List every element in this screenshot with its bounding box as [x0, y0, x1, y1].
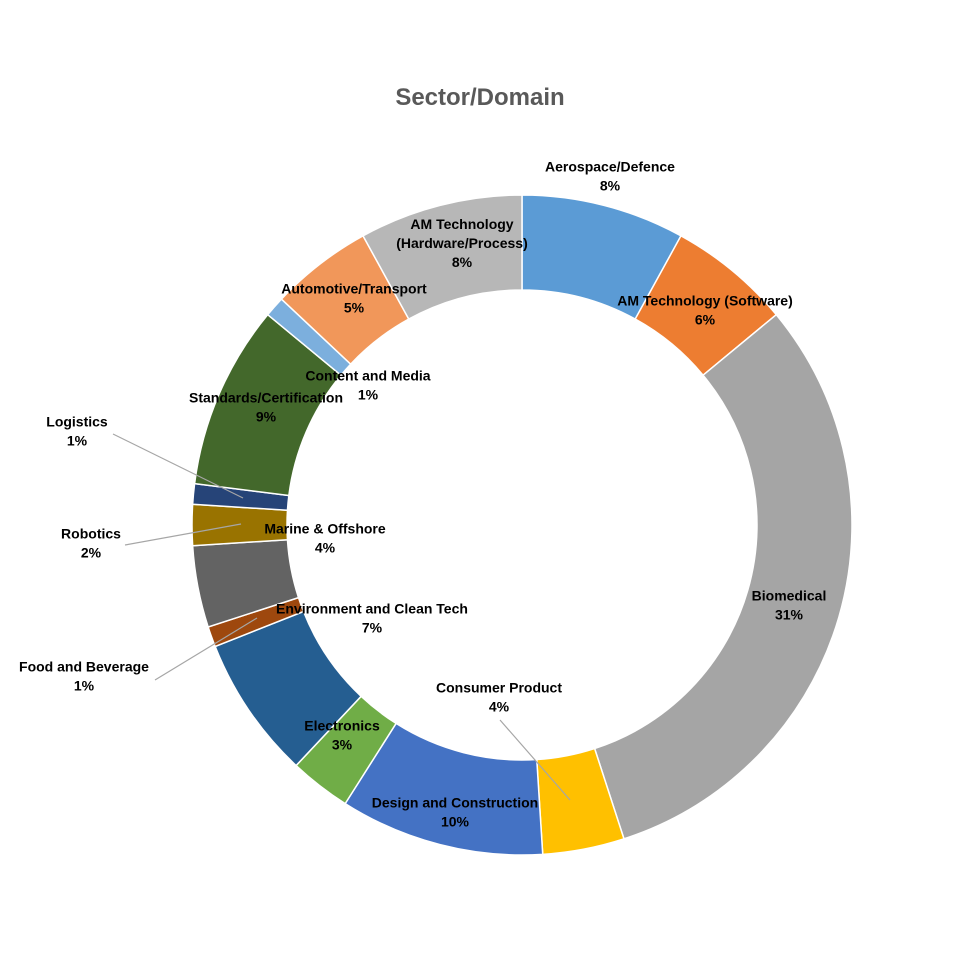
- chart-title: Sector/Domain: [395, 84, 565, 111]
- slice-am-technology-hardware-process: [362, 194, 523, 321]
- data-label: Automotive/Transport 5%: [281, 281, 427, 316]
- slice-biomedical: [593, 313, 853, 840]
- leader-line: [124, 523, 242, 546]
- leader-line: [154, 617, 258, 681]
- data-label: Biomedical 31%: [752, 588, 827, 623]
- data-label: AM Technology (Hardware/Process) 8%: [396, 216, 528, 270]
- data-label: AM Technology (Software) 6%: [617, 293, 793, 328]
- data-label: Environment and Clean Tech 7%: [276, 601, 468, 636]
- data-label: Consumer Product 4%: [436, 680, 562, 715]
- data-label: Electronics 3%: [304, 718, 380, 753]
- data-label: Design and Construction 10%: [372, 795, 538, 830]
- data-label: Robotics 2%: [61, 526, 121, 561]
- data-label: Standards/Certification 9%: [189, 390, 343, 425]
- data-label: Logistics 1%: [46, 414, 108, 449]
- leader-line: [112, 433, 244, 499]
- leader-line: [499, 719, 571, 801]
- data-label: Content and Media 1%: [305, 368, 430, 403]
- data-label: Marine & Offshore 4%: [264, 521, 386, 556]
- data-label: Food and Beverage 1%: [19, 659, 149, 694]
- data-label: Aerospace/Defence 8%: [545, 159, 675, 194]
